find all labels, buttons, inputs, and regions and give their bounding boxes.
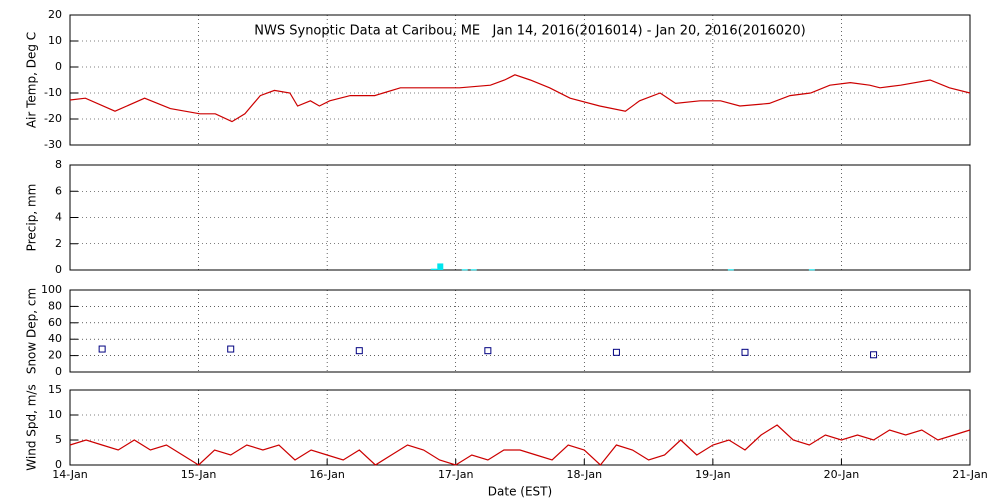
y-axis-label: Precip, mm <box>25 184 39 252</box>
y-tick-label: 4 <box>55 211 62 224</box>
y-tick-label: 0 <box>55 365 62 378</box>
y-tick-label: 6 <box>55 184 62 197</box>
y-tick-label: 20 <box>48 349 62 362</box>
y-tick-label: 0 <box>55 60 62 73</box>
line <box>69 74 971 123</box>
y-tick-label: 8 <box>55 158 62 171</box>
point <box>98 345 106 353</box>
x-tick-label: 19-Jan <box>695 468 731 481</box>
y-tick-label: 60 <box>48 316 62 329</box>
point <box>741 348 749 356</box>
point <box>484 347 492 355</box>
y-axis-label: Snow Dep, cm <box>25 288 39 374</box>
x-tick-label: 15-Jan <box>181 468 217 481</box>
bar <box>430 268 437 270</box>
x-axis-label: Date (EST) <box>488 485 552 499</box>
x-tick-label: 14-Jan <box>52 468 88 481</box>
y-tick-label: 15 <box>48 383 62 396</box>
x-tick-label: 16-Jan <box>309 468 345 481</box>
y-tick-label: 0 <box>55 458 62 471</box>
bar <box>437 263 444 270</box>
point <box>612 348 620 356</box>
y-tick-label: 10 <box>48 408 62 421</box>
x-tick-label: 21-Jan <box>952 468 988 481</box>
panel-frame <box>69 389 971 466</box>
bar <box>727 269 734 271</box>
y-tick-label: 100 <box>41 283 62 296</box>
y-tick-label: -20 <box>44 112 62 125</box>
y-tick-label: 20 <box>48 8 62 21</box>
panel-frame <box>69 289 971 373</box>
x-tick-label: 17-Jan <box>438 468 474 481</box>
y-tick-label: 40 <box>48 332 62 345</box>
point <box>870 351 878 359</box>
bar <box>461 269 468 271</box>
y-axis-label: Wind Spd, m/s <box>25 384 39 470</box>
y-tick-label: 10 <box>48 34 62 47</box>
y-tick-label: -30 <box>44 138 62 151</box>
y-tick-label: 5 <box>55 433 62 446</box>
point <box>355 347 363 355</box>
chart-title: NWS Synoptic Data at Caribou, ME Jan 14,… <box>254 24 805 39</box>
x-tick-label: 20-Jan <box>824 468 860 481</box>
y-tick-label: -10 <box>44 86 62 99</box>
bar <box>808 269 815 271</box>
x-tick-label: 18-Jan <box>567 468 603 481</box>
y-tick-label: 80 <box>48 299 62 312</box>
y-axis-label: Air Temp, Deg C <box>25 32 39 128</box>
line <box>69 424 971 466</box>
y-tick-label: 0 <box>55 263 62 276</box>
y-tick-label: 2 <box>55 237 62 250</box>
point <box>227 345 235 353</box>
bar <box>470 269 477 271</box>
